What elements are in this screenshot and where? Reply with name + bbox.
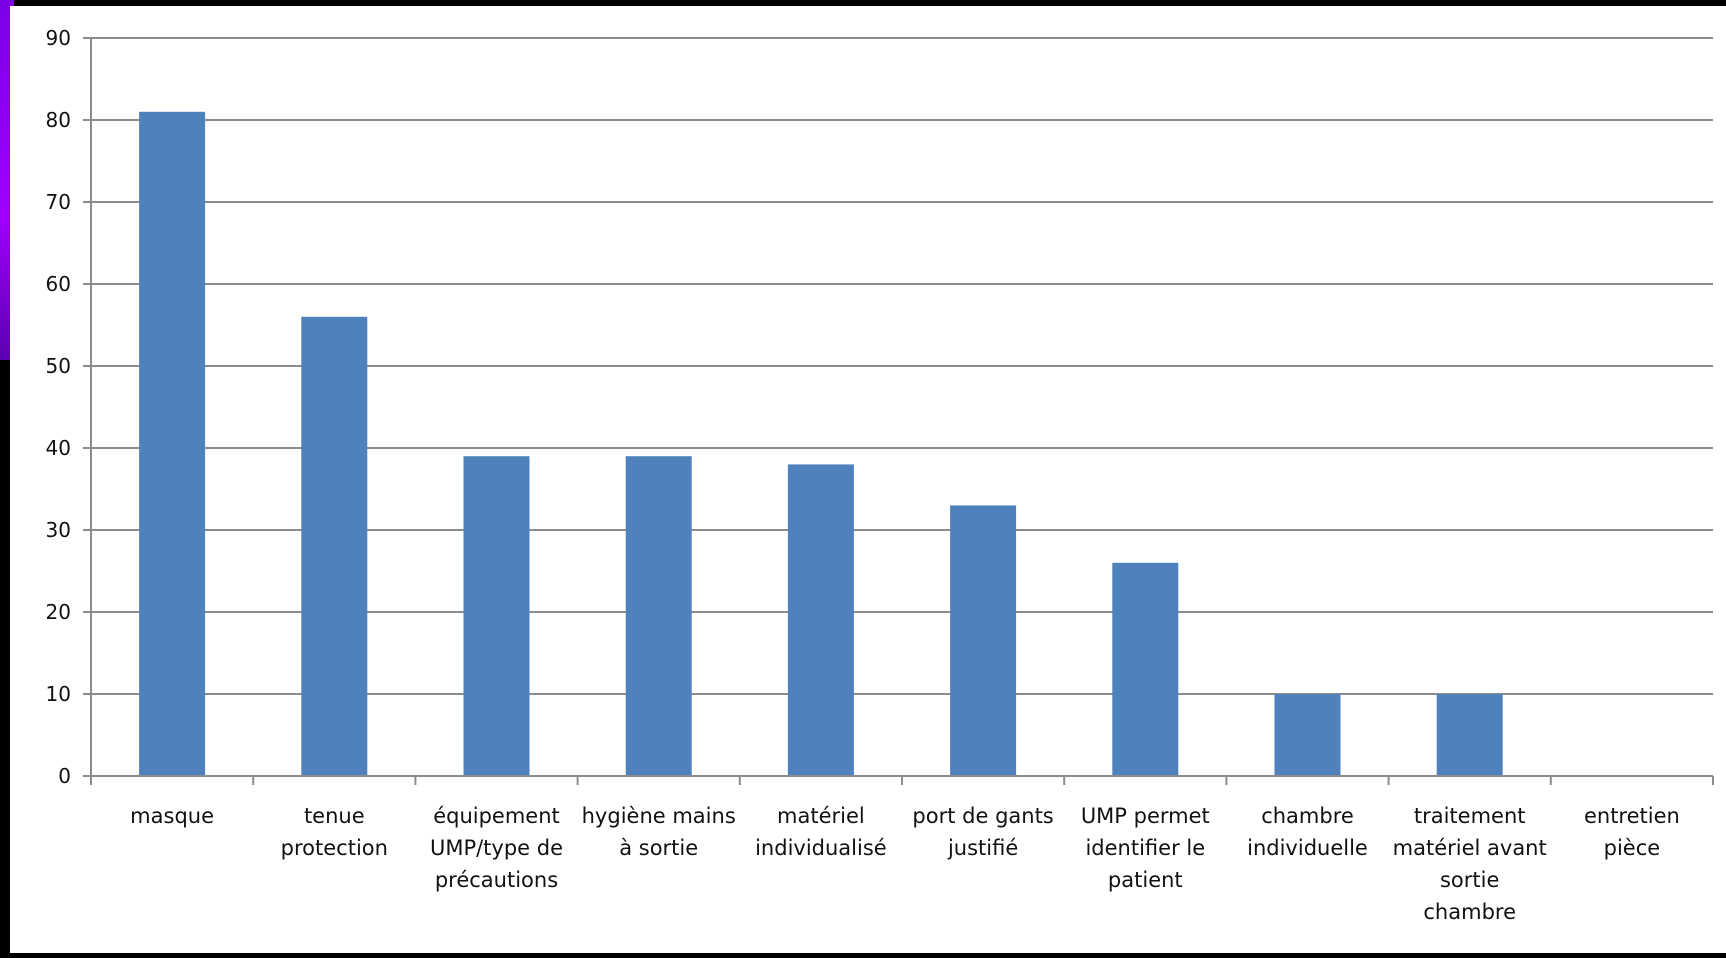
y-tick-label: 40	[46, 436, 71, 460]
y-tick-label: 80	[46, 108, 71, 132]
bar-6	[950, 505, 1017, 776]
x-tick-label: masque	[130, 804, 214, 828]
y-tick-label: 30	[46, 518, 71, 542]
x-tick-label: matériel individualisé	[755, 804, 887, 860]
bar-4	[625, 456, 692, 776]
y-tick-label: 60	[46, 272, 71, 296]
x-tick-label: traitement matériel avant sortie chambre	[1393, 804, 1547, 924]
bar-8	[1274, 694, 1341, 776]
y-tick-label: 10	[46, 682, 71, 706]
x-tick-labels: masque tenue protection équipement UMP/type …	[130, 804, 1680, 924]
y-tick-label: 0	[58, 764, 71, 788]
bar-7	[1112, 562, 1179, 776]
x-tick-label: UMP permet identifier le patient	[1081, 804, 1210, 892]
chart-panel: 0 10 20 30 40 50 60 70 80 90 masque tenue protectio…	[10, 6, 1726, 953]
x-tick-label: entretien pièce	[1584, 804, 1680, 860]
bar-1	[139, 111, 206, 777]
bar-chart: 0 10 20 30 40 50 60 70 80 90 masque tenue protectio…	[46, 26, 1714, 924]
bar-9	[1436, 694, 1503, 776]
y-tick-label: 90	[46, 26, 71, 50]
gridlines	[91, 37, 1713, 695]
x-tick-label: port de gants justifié	[912, 804, 1053, 860]
bar-2	[301, 316, 368, 776]
axes	[83, 37, 1714, 785]
x-tick-label: tenue protection	[281, 804, 388, 860]
bar-5	[787, 464, 854, 776]
x-tick-label: équipement UMP/type de précautions	[430, 804, 563, 892]
bars	[139, 111, 1503, 777]
y-tick-label: 20	[46, 600, 71, 624]
y-tick-labels: 0 10 20 30 40 50 60 70 80 90	[46, 26, 71, 788]
bar-3	[463, 456, 530, 776]
x-tick-label: hygiène mains à sortie	[582, 804, 736, 860]
y-tick-label: 50	[46, 354, 71, 378]
y-tick-label: 70	[46, 190, 71, 214]
x-tick-label: chambre individuelle	[1247, 804, 1368, 860]
